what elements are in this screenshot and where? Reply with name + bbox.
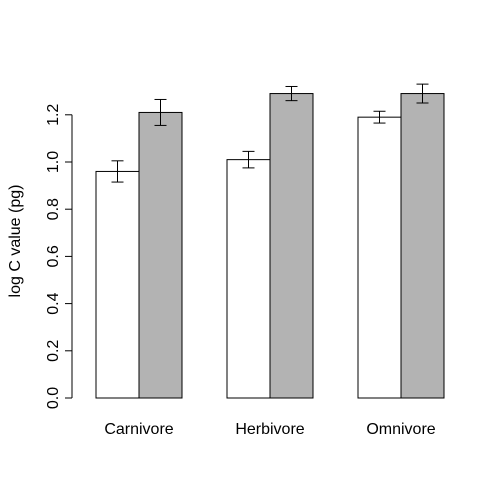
y-tick-label: 1.2 xyxy=(45,104,62,126)
y-tick-label: 0.8 xyxy=(45,198,62,220)
y-tick-label: 0.2 xyxy=(45,340,62,362)
y-tick-label: 0.6 xyxy=(45,245,62,267)
x-labels: Carnivore Herbivore Omnivore xyxy=(104,421,435,438)
bar-herbivore-1 xyxy=(227,160,270,398)
y-axis-label: log C value (pg) xyxy=(7,185,24,298)
y-tick-label: 1.0 xyxy=(45,151,62,173)
y-axis: 0.0 0.2 0.4 0.6 0.8 1.0 1.2 xyxy=(45,104,72,410)
bar-omnivore-2 xyxy=(401,94,444,398)
bar-carnivore-1 xyxy=(96,171,139,398)
category-label-omnivore: Omnivore xyxy=(366,421,435,438)
category-label-herbivore: Herbivore xyxy=(235,421,304,438)
bar-carnivore-2 xyxy=(139,112,182,398)
y-tick-label: 0.0 xyxy=(45,387,62,409)
bars xyxy=(96,84,444,398)
bar-omnivore-1 xyxy=(358,117,401,398)
bar-herbivore-2 xyxy=(270,94,313,398)
category-label-carnivore: Carnivore xyxy=(104,421,173,438)
y-tick-label: 0.4 xyxy=(45,292,62,314)
